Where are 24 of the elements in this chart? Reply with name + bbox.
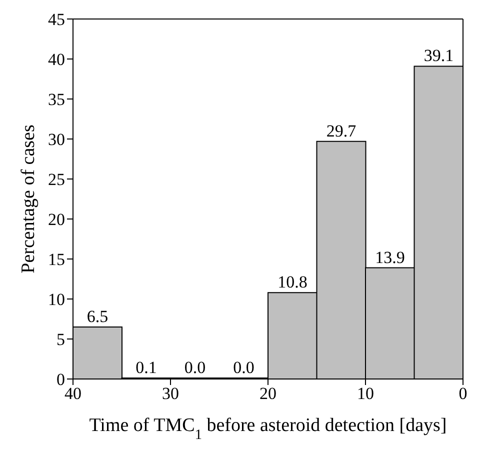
- x-tick-label: 0: [458, 384, 468, 404]
- data-label: 10.8: [278, 272, 308, 292]
- data-label: 29.7: [326, 121, 357, 140]
- data-label: 6.5: [86, 307, 108, 326]
- y-tick-label: 0: [56, 370, 65, 390]
- y-tick-label: 20: [48, 210, 65, 230]
- y-tick-label: 5: [56, 330, 65, 350]
- y-tick-label: 35: [48, 90, 65, 110]
- y-axis-title: Percentage of cases: [18, 124, 40, 274]
- y-tick-label: 30: [48, 130, 65, 150]
- x-tick-label: 10: [357, 384, 374, 404]
- data-label: 0.0: [184, 358, 206, 377]
- y-tick-label: 40: [48, 50, 65, 70]
- x-axis-title: Time of TMC$_{1}$ before asteroid detection [days]: [89, 415, 447, 443]
- data-label: 0.1: [136, 358, 157, 377]
- y-tick-label: 15: [48, 250, 65, 270]
- x-tick-label: 20: [260, 384, 276, 404]
- data-label: 0.0: [233, 358, 254, 377]
- data-label: 13.9: [375, 248, 405, 267]
- data-label: 39.1: [424, 46, 454, 66]
- y-tick-label: 25: [48, 170, 65, 190]
- y-tick-label: 45: [48, 10, 65, 30]
- x-tick-label: 30: [162, 384, 179, 404]
- y-tick-label: 10: [48, 290, 65, 310]
